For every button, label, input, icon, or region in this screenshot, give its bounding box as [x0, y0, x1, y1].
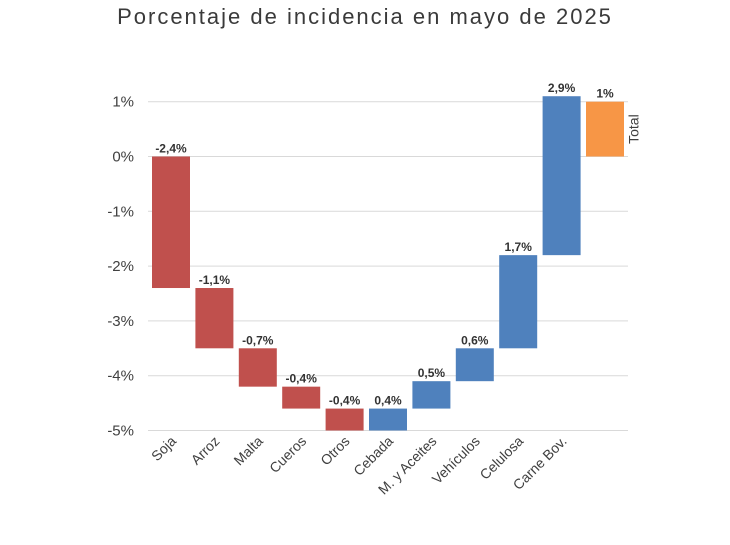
bar: [195, 288, 234, 349]
y-tick-label: -2%: [107, 258, 134, 275]
x-tick-label: Arroz: [188, 433, 223, 468]
bar: [586, 101, 624, 157]
x-tick-label: Otros: [317, 433, 353, 469]
bar: [412, 381, 451, 409]
x-tick-label: Total: [625, 114, 641, 144]
bar: [455, 348, 494, 382]
data-label: -2,4%: [155, 142, 187, 156]
data-label: 0,5%: [418, 366, 446, 380]
y-tick-label: -3%: [107, 313, 134, 330]
data-label: 0,4%: [374, 394, 402, 408]
y-tick-label: -5%: [107, 423, 134, 440]
y-tick-label: 1%: [112, 94, 134, 111]
y-tick-label: -1%: [107, 203, 134, 220]
bar: [282, 386, 321, 409]
bar: [238, 348, 277, 387]
data-label: -1,1%: [199, 273, 231, 287]
data-label: 0,6%: [461, 333, 489, 347]
data-label: -0,4%: [329, 394, 361, 408]
bar: [542, 96, 581, 256]
bar: [325, 408, 364, 431]
x-tick-label: Vehículos: [429, 433, 483, 487]
x-tick-label: Soja: [148, 433, 179, 464]
data-label: 2,9%: [548, 81, 576, 95]
chart-title: Porcentaje de incidencia en mayo de 2025: [117, 4, 613, 29]
data-label: 1%: [596, 87, 614, 101]
data-label: -0,7%: [242, 333, 274, 347]
y-tick-label: -4%: [107, 368, 134, 385]
y-tick-label: 0%: [112, 149, 134, 166]
bar: [499, 255, 538, 349]
x-tick-label: Malta: [230, 433, 266, 469]
bar: [369, 408, 407, 431]
data-label: -0,4%: [286, 372, 318, 386]
x-tick-label: Cueros: [266, 433, 309, 476]
data-label: 1,7%: [505, 240, 533, 254]
bar: [152, 156, 190, 289]
